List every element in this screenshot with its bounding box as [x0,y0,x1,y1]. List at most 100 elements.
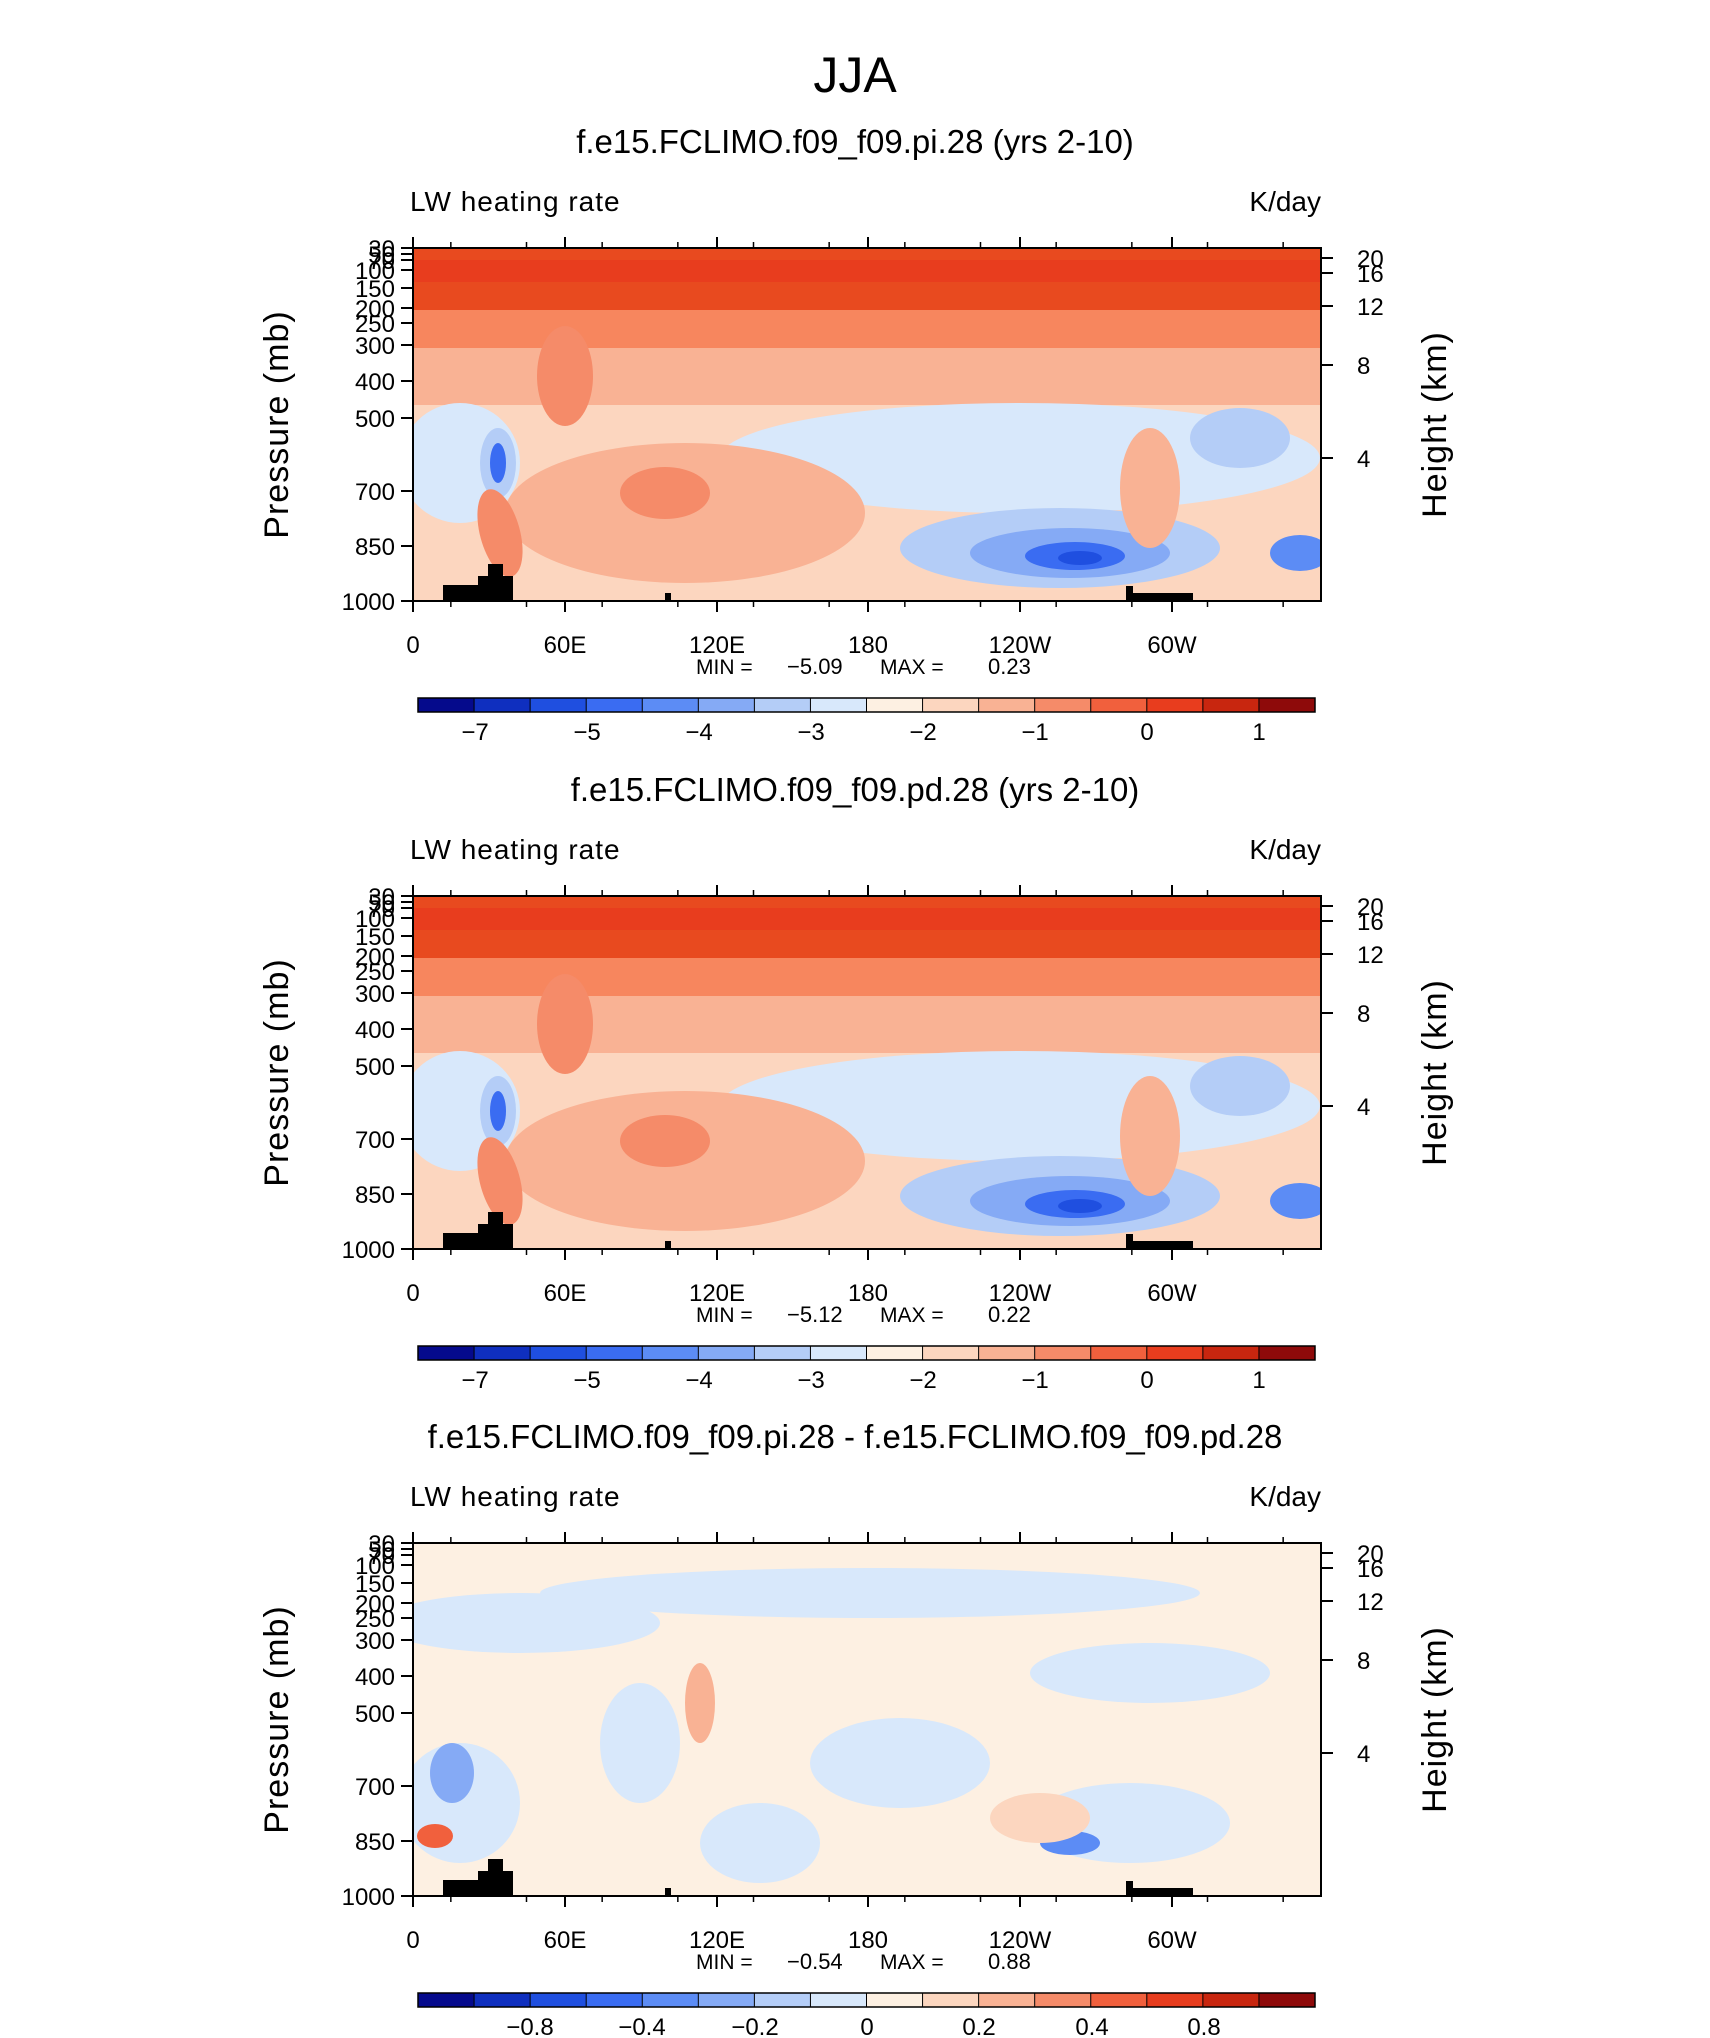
y-tick-label: 500 [355,1701,395,1728]
x-tick-label: 60E [544,1280,587,1307]
y-tick-label: 300 [355,1628,395,1655]
colorbar-swatch [1258,1346,1316,1360]
y-tick-label: 150 [355,276,395,303]
y2-axis-label: Height (km) [1416,331,1454,518]
y-tick-label: 50 [368,890,395,917]
y-tick-label: 250 [355,959,395,986]
max-value: 0.22 [988,1302,1031,1327]
topography-andes [1126,1881,1193,1896]
colorbar-swatch [866,698,924,712]
contour-field [413,1543,1321,1896]
y-tick-label: 150 [355,924,395,951]
y-tick-label: 500 [355,406,395,433]
edge-blue [1270,535,1321,571]
warm-core [620,1115,710,1167]
blue-core-d [1058,551,1102,565]
colorbar-swatch [810,1346,867,1360]
x-tick-label: 120W [989,1927,1052,1954]
colorbar-swatch [1146,698,1204,712]
topography-island [665,593,671,601]
east-warm [1120,1076,1180,1196]
east-warm [1120,428,1180,548]
y-tick-label: 850 [355,534,395,561]
x-tick-label: 180 [848,1927,888,1954]
y-tick-label: 250 [355,311,395,338]
panel-3: f.e15.FCLIMO.f09_f09.pi.28 - f.e15.FCLIM… [258,1418,1454,2038]
x-tick-label: 0 [406,1280,419,1307]
colorbar-swatch [530,1993,587,2007]
y-tick-label: 50 [368,1537,395,1564]
diff-blue-core [430,1743,474,1803]
colorbar-swatch [978,1346,1036,1360]
x-tick-label: 120W [989,632,1052,659]
panel-title: f.e15.FCLIMO.f09_f09.pi.28 - f.e15.FCLIM… [428,1418,1283,1455]
max-value: 0.88 [988,1949,1031,1974]
x-tick-label: 0 [406,1927,419,1954]
x-tick-label: 120W [989,1280,1052,1307]
colorbar-swatch [922,1346,980,1360]
panel-title: f.e15.FCLIMO.f09_f09.pd.28 (yrs 2-10) [571,771,1140,808]
colorbar-label: 1 [1252,719,1265,746]
east-blue [1190,1056,1290,1116]
colorbar-label: −0.2 [731,2014,778,2038]
y2-tick-label: 16 [1357,909,1384,936]
warm-tower [537,974,593,1074]
colorbar-swatch [698,698,755,712]
y2-tick-label: 8 [1357,1001,1370,1028]
y-tick-label: 1000 [342,1237,395,1264]
colorbar-swatch [1034,698,1092,712]
colorbar-swatch [642,1346,699,1360]
colorbar-swatch [754,698,811,712]
max-label: MAX = [880,656,944,679]
min-value: −0.54 [787,1949,843,1974]
colorbar: −7 −5 −4 −3 −2 −1 0 1 [417,697,1316,746]
colorbar-swatch [978,698,1036,712]
y-tick-label: 1000 [342,589,395,616]
colorbar-label: −1 [1021,719,1048,746]
diff-blue-4 [600,1683,680,1803]
colorbar-swatch [754,1993,811,2007]
topography-andes [1126,586,1193,601]
colorbar-swatch [418,1993,475,2007]
colorbar-swatch [1202,698,1260,712]
y-tick-label: 70 [368,896,395,923]
colorbar-swatch [642,698,699,712]
topography-island [665,1888,671,1896]
y2-tick-label: 12 [1357,942,1384,969]
edge-blue [1270,1183,1321,1219]
diff-warm-3 [417,1824,453,1848]
topography-andes [1126,1234,1193,1249]
max-value: 0.23 [988,654,1031,679]
y2-tick-label: 16 [1357,1556,1384,1583]
y2-tick-label: 8 [1357,353,1370,380]
colorbar-swatch [418,698,475,712]
colorbar-swatch [586,698,643,712]
x-tick-label: 60W [1147,1280,1197,1307]
west-blue-core-2 [490,443,506,483]
y-tick-label: 200 [355,944,395,971]
colorbar-swatch [1202,1346,1260,1360]
colorbar-label: 0 [1140,719,1153,746]
topography-island [665,1241,671,1249]
y-tick-label: 150 [355,1571,395,1598]
y2-tick-label: 16 [1357,261,1384,288]
min-value: −5.09 [787,654,843,679]
colorbar-swatch [698,1993,755,2007]
colorbar-swatch [698,1346,755,1360]
y-axis-label: Pressure (mb) [258,310,296,538]
y-tick-label: 400 [355,369,395,396]
x-tick-label: 60E [544,1927,587,1954]
right-string: K/day [1249,1481,1321,1512]
colorbar-swatch [1034,1346,1092,1360]
colorbar-swatch [474,698,531,712]
colorbar-label: −7 [461,1367,488,1394]
colorbar-label: −4 [685,719,712,746]
warm-tower [537,326,593,426]
y-tick-label: 200 [355,1591,395,1618]
west-warm [477,1137,523,1225]
max-label: MAX = [880,1951,944,1974]
colorbar-swatch [474,1346,531,1360]
y2-tick-label: 12 [1357,294,1384,321]
colorbar-label: 0 [860,2014,873,2038]
